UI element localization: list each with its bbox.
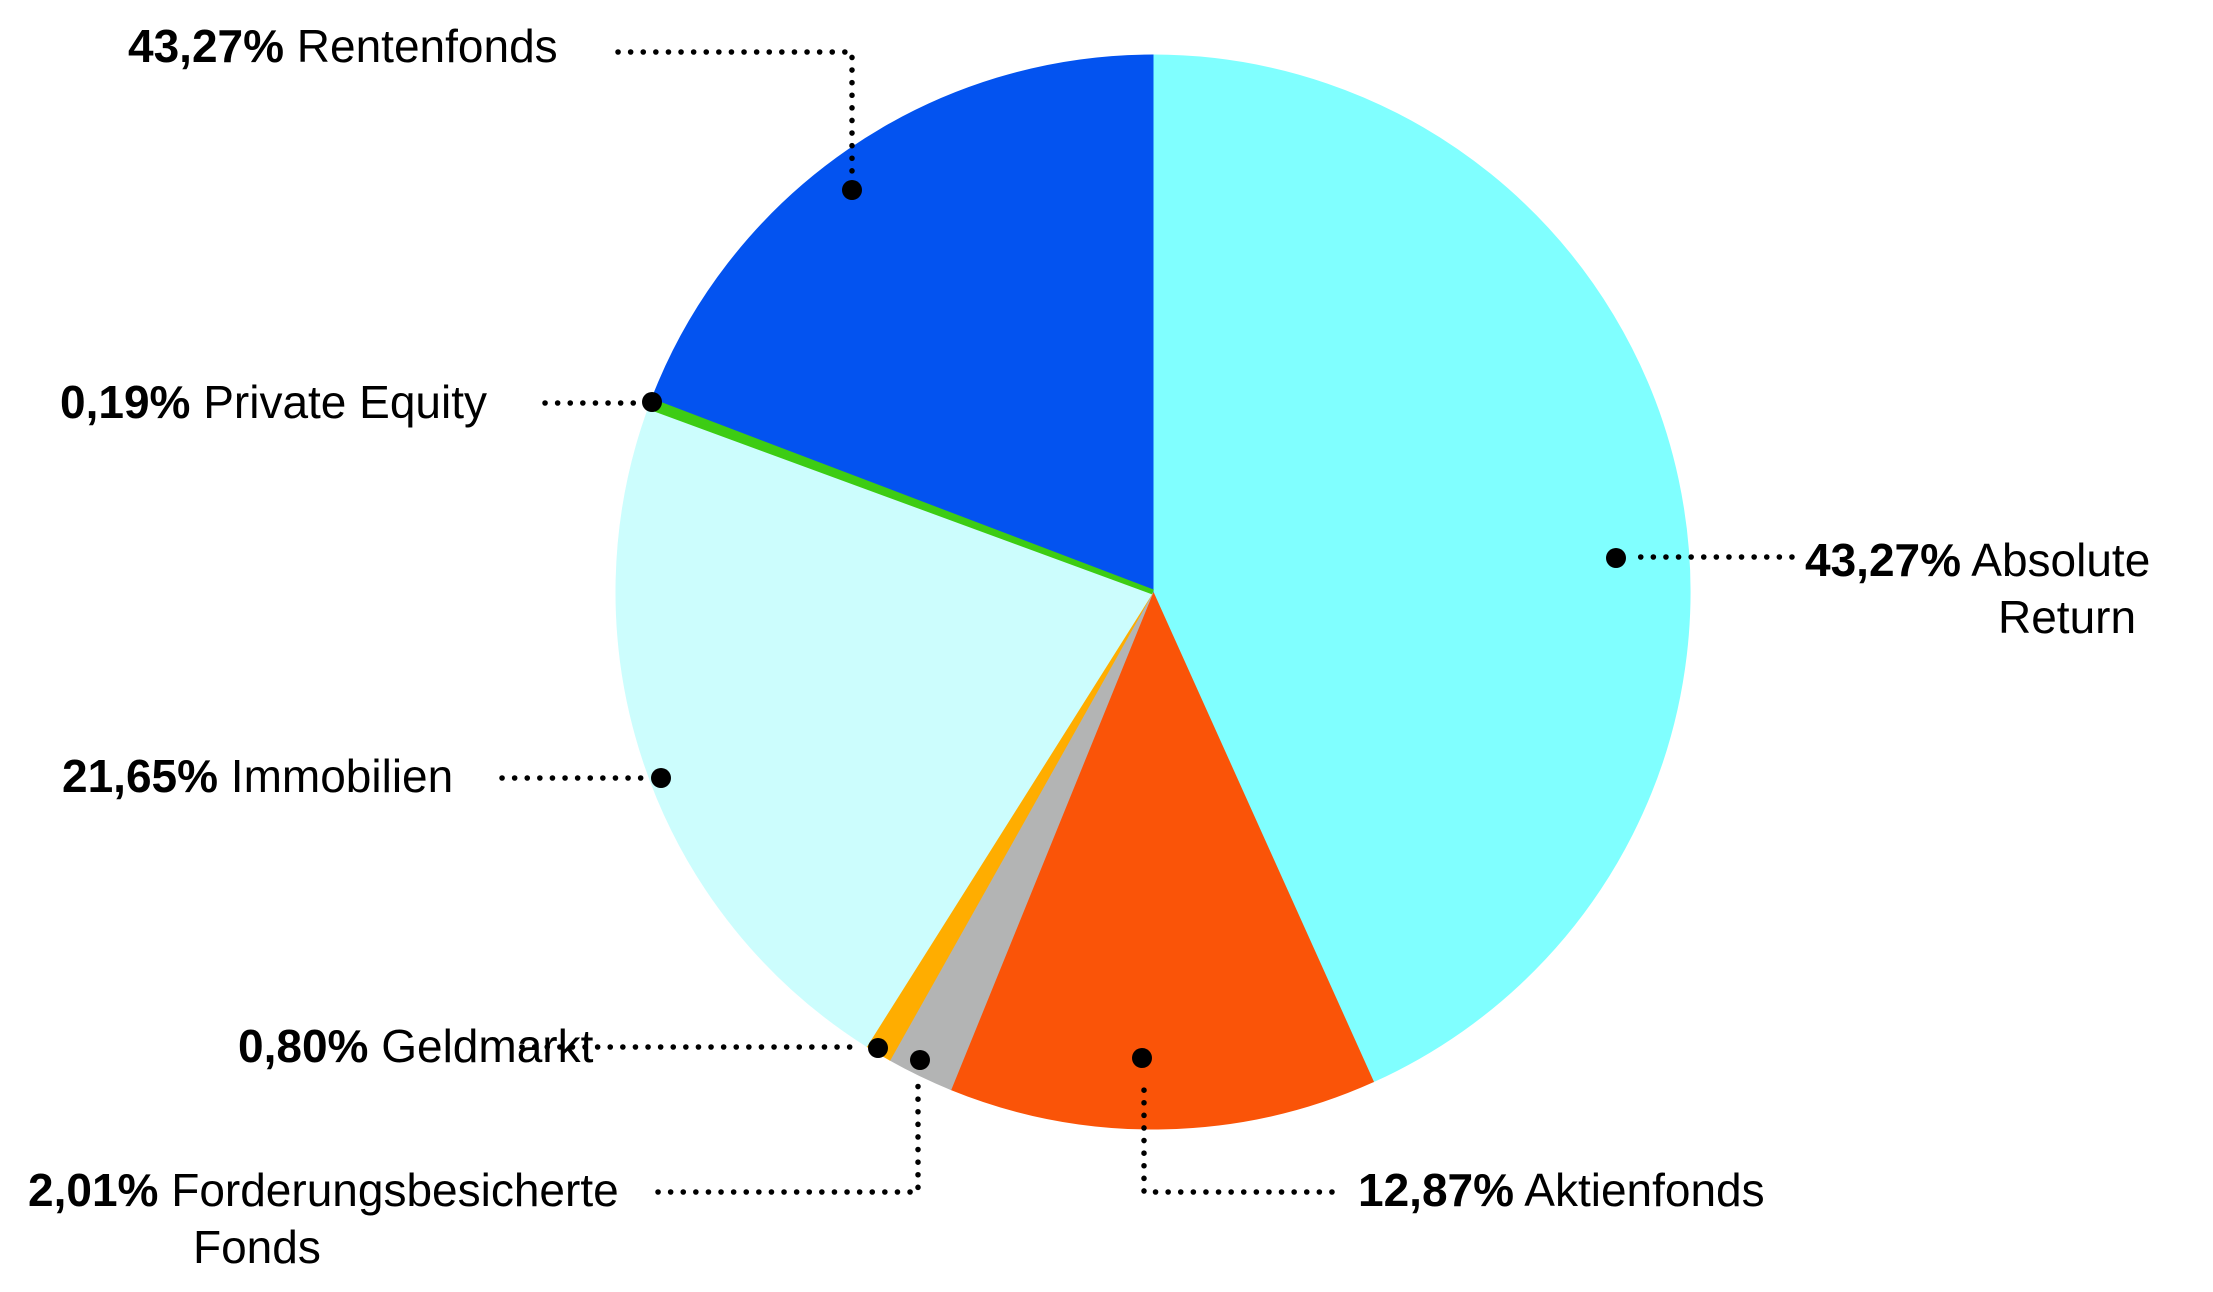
leader-dot-private-equity bbox=[642, 392, 662, 412]
leader-dot-rentenfonds bbox=[842, 180, 862, 200]
label-absolute-return: 43,27% Absolute Return bbox=[1805, 532, 2150, 646]
leader-dot-forderungsbesicherte bbox=[910, 1050, 930, 1070]
label-absolute-return-line1: 43,27% Absolute bbox=[1805, 532, 2150, 589]
label-aktienfonds-pct: 12,87% bbox=[1358, 1164, 1515, 1216]
label-geldmarkt-name: Geldmarkt bbox=[381, 1020, 594, 1072]
label-forderungsbesicherte-pct: 2,01% bbox=[28, 1164, 159, 1216]
leader-dot-immobilien bbox=[651, 768, 671, 788]
leader-forderungsbesicherte bbox=[655, 1077, 921, 1195]
label-absolute-return-pct: 43,27% bbox=[1805, 534, 1962, 586]
label-private-equity-pct: 0,19% bbox=[60, 376, 191, 428]
pie-slice-absolute-return bbox=[1152, 54, 1691, 1083]
label-private-equity-name: Private Equity bbox=[203, 376, 488, 428]
label-absolute-return-name2: Return bbox=[1998, 591, 2137, 643]
label-forderungsbesicherte: 2,01% Forderungsbesicherte Fonds bbox=[28, 1162, 619, 1276]
label-aktienfonds: 12,87% Aktienfonds bbox=[1358, 1162, 1765, 1219]
label-immobilien-name: Immobilien bbox=[230, 750, 454, 802]
label-immobilien-pct: 21,65% bbox=[62, 750, 219, 802]
label-absolute-return-name: Absolute bbox=[1971, 534, 2151, 586]
pie-slice-immobilien bbox=[615, 406, 1154, 1047]
label-rentenfonds: 43,27% Rentenfonds bbox=[128, 18, 558, 75]
leader-rentenfonds bbox=[615, 49, 855, 175]
leader-dot-absolute-return bbox=[1606, 548, 1626, 568]
leader-dot-geldmarkt bbox=[868, 1038, 888, 1058]
label-forderungsbesicherte-name: Forderungsbesicherte bbox=[171, 1164, 619, 1216]
label-geldmarkt-pct: 0,80% bbox=[238, 1020, 369, 1072]
pie-slice-rentenfonds bbox=[650, 54, 1154, 593]
label-aktienfonds-name: Aktienfonds bbox=[1524, 1164, 1765, 1216]
label-geldmarkt: 0,80% Geldmarkt bbox=[238, 1018, 593, 1075]
leader-aktienfonds bbox=[1141, 1077, 1335, 1195]
label-private-equity: 0,19% Private Equity bbox=[60, 374, 487, 431]
label-rentenfonds-name: Rentenfonds bbox=[296, 20, 558, 72]
leader-dot-aktienfonds bbox=[1132, 1048, 1152, 1068]
label-forderungsbesicherte-name2: Fonds bbox=[193, 1221, 321, 1273]
label-rentenfonds-pct: 43,27% bbox=[128, 20, 285, 72]
label-immobilien: 21,65% Immobilien bbox=[62, 748, 453, 805]
pie-slice-aktienfonds bbox=[950, 590, 1375, 1130]
label-forderungsbesicherte-line1: 2,01% Forderungsbesicherte bbox=[28, 1162, 619, 1219]
